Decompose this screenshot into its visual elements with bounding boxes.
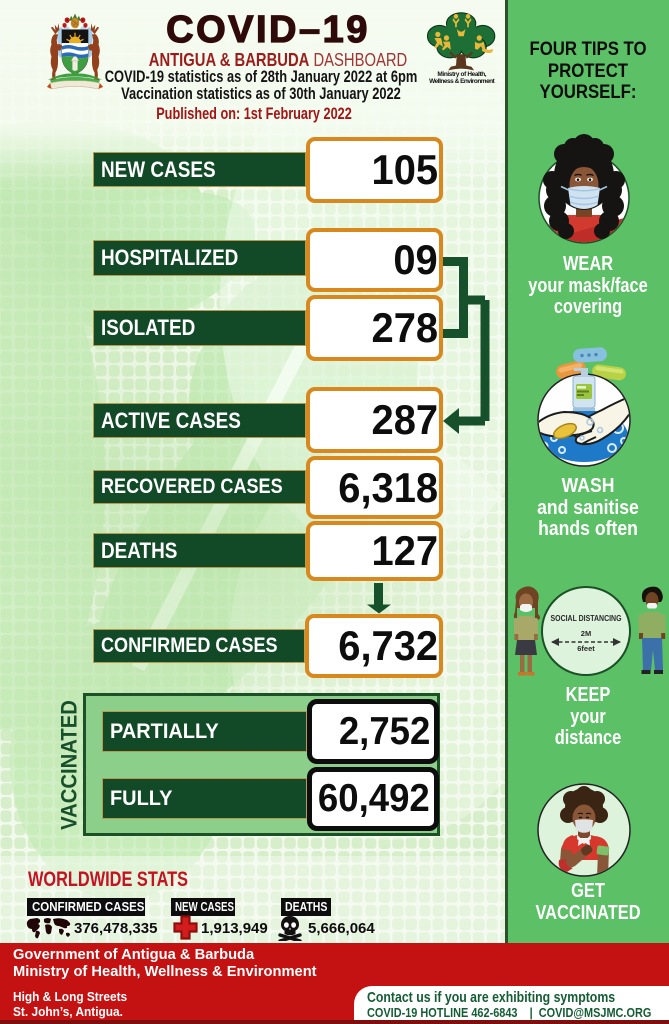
svg-text:6feet: 6feet (577, 644, 595, 653)
svg-text:Ministry of Health,: Ministry of Health, (437, 71, 486, 78)
svg-text:2M: 2M (581, 629, 591, 638)
svg-text:Wellness & Environment: Wellness & Environment (429, 78, 495, 83)
svg-text:SOCIAL DISTANCING: SOCIAL DISTANCING (551, 614, 622, 623)
